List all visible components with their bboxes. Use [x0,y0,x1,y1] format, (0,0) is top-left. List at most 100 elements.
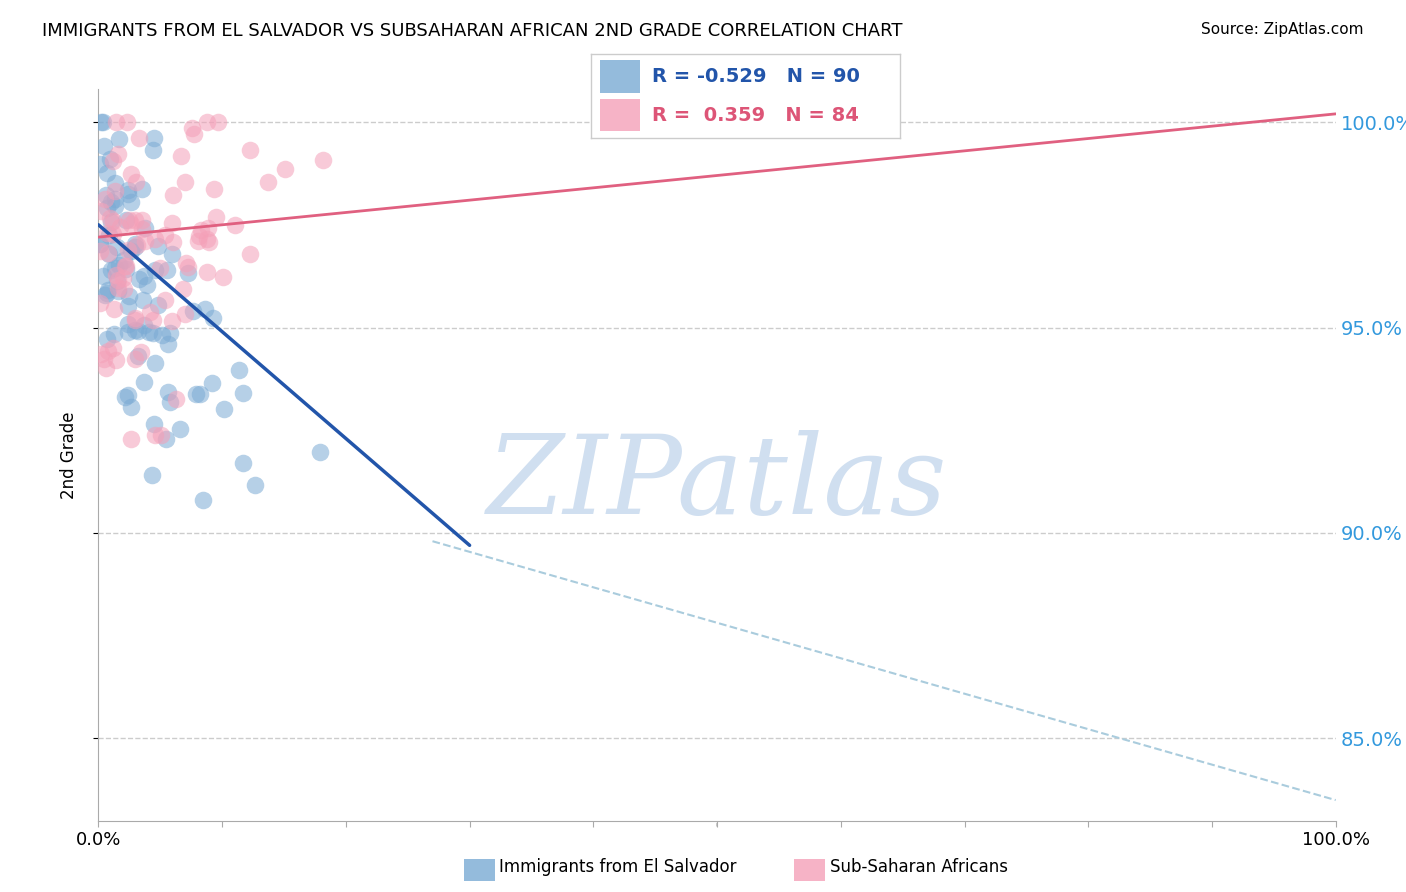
Point [134,375,156,389]
Point [120,432,142,446]
Point [108,258,131,272]
Point [183,304,205,318]
Point [94,192,117,206]
Point [239,143,262,157]
Point [128,272,150,286]
Point [136,277,159,292]
Point [98,228,121,243]
Point [197,221,219,235]
Point [117,388,139,402]
Point [202,310,225,325]
Point [105,115,128,129]
Point [143,131,166,145]
Point [138,325,160,339]
Point [90,347,112,361]
Point [129,345,152,359]
Point [142,143,165,157]
Point [124,310,146,325]
Point [89,236,111,251]
Point [149,261,172,276]
Point [160,216,183,230]
Text: R =  0.359   N = 84: R = 0.359 N = 84 [652,106,859,125]
Point [127,349,149,363]
Point [108,220,131,235]
Point [193,492,215,507]
Point [100,215,122,229]
Point [157,336,180,351]
Point [181,120,204,135]
Point [91,268,114,283]
Point [170,149,193,163]
Point [143,263,166,277]
Point [309,445,332,459]
Point [97,283,120,297]
Point [143,231,166,245]
Point [187,229,209,244]
Point [124,351,146,366]
Point [159,326,181,341]
Point [134,268,156,283]
Point [117,299,139,313]
Point [141,467,163,482]
Point [112,271,135,285]
Point [183,127,205,141]
Point [97,343,120,358]
Point [162,247,184,261]
Point [104,260,127,275]
Point [105,274,128,288]
Point [117,187,139,202]
Point [93,139,115,153]
Point [142,313,165,327]
Point [150,427,173,442]
Point [124,313,146,327]
Point [124,240,146,254]
Point [96,285,118,300]
Point [195,232,218,246]
Point [239,247,262,261]
Point [96,188,118,202]
Point [120,217,142,231]
Point [214,402,236,417]
Point [104,352,127,367]
Point [112,282,135,296]
Point [150,327,173,342]
Text: Immigrants from El Salvador: Immigrants from El Salvador [499,858,737,876]
Point [207,115,229,129]
Point [224,218,246,232]
Point [104,184,127,198]
Point [114,213,136,227]
Point [107,281,129,295]
Point [205,211,228,225]
Point [89,157,111,171]
Point [162,235,184,249]
Point [96,226,118,240]
Point [124,323,146,337]
Point [117,326,139,340]
Point [120,167,142,181]
Y-axis label: 2nd Grade: 2nd Grade [59,411,77,499]
Point [96,166,118,180]
Point [107,284,129,298]
Point [142,417,165,431]
Point [100,263,122,277]
Point [169,422,191,436]
Point [98,247,121,261]
Point [174,307,197,321]
Point [201,376,224,390]
Point [176,266,198,280]
Point [104,199,127,213]
Point [114,390,136,404]
Point [96,201,118,215]
Point [159,394,181,409]
Point [103,327,125,342]
Point [117,183,139,197]
Point [90,115,112,129]
Point [212,270,235,285]
Point [118,213,141,227]
Point [184,386,207,401]
Point [132,318,155,332]
Point [139,305,162,319]
Point [104,192,127,206]
Point [114,262,136,277]
Point [89,295,111,310]
